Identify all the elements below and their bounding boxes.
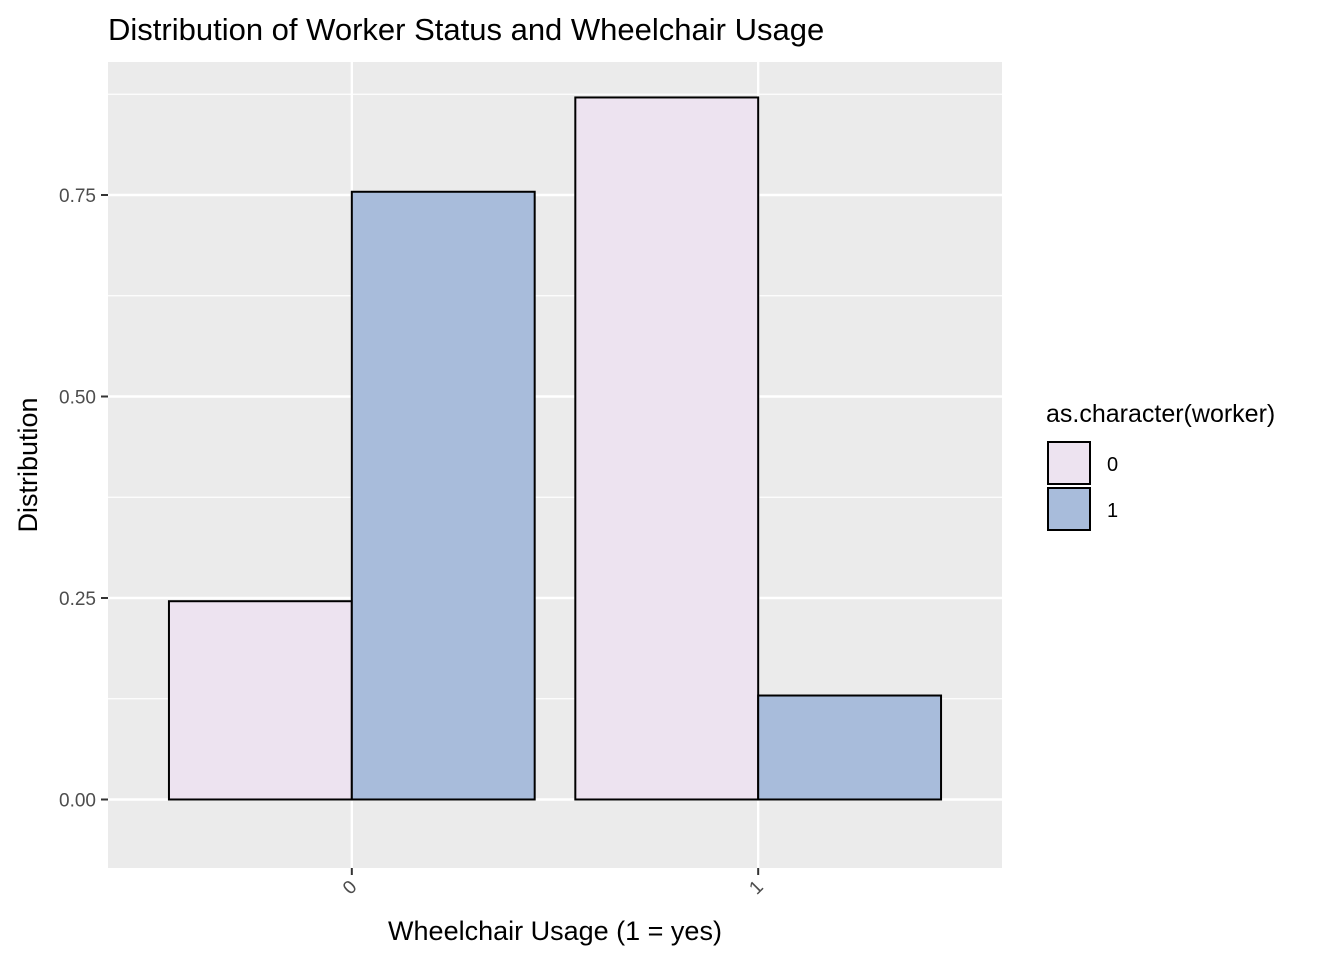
legend-label-1: 1 bbox=[1107, 500, 1118, 522]
legend: as.character(worker) 01 bbox=[1046, 400, 1275, 531]
y-tick-label: 0.75 bbox=[59, 186, 96, 207]
bar-wheelchair-1-worker-0 bbox=[574, 96, 760, 801]
x-axis-title: Wheelchair Usage (1 = yes) bbox=[388, 916, 722, 946]
legend-label-0: 0 bbox=[1107, 454, 1118, 476]
bar-wheelchair-1-worker-1 bbox=[757, 694, 943, 801]
x-tick-label: 1 bbox=[745, 877, 767, 899]
legend-title: as.character(worker) bbox=[1046, 400, 1275, 428]
x-tick-label: 0 bbox=[339, 877, 361, 899]
y-tick-label: 0.00 bbox=[59, 790, 96, 811]
bar-wheelchair-0-worker-0 bbox=[167, 600, 353, 801]
bar-wheelchair-0-worker-1 bbox=[350, 190, 536, 801]
chart-title: Distribution of Worker Status and Wheelc… bbox=[108, 12, 824, 47]
legend-key-1 bbox=[1047, 487, 1091, 531]
y-tick-label: 0.25 bbox=[59, 589, 96, 610]
y-axis: 0.00 0.25 0.50 0.75 bbox=[59, 186, 108, 811]
legend-key-0 bbox=[1047, 441, 1091, 485]
y-tick-label: 0.50 bbox=[59, 387, 96, 408]
y-axis-title: Distribution bbox=[13, 397, 43, 532]
legend-entries: 01 bbox=[1047, 441, 1118, 531]
bars bbox=[167, 96, 943, 801]
